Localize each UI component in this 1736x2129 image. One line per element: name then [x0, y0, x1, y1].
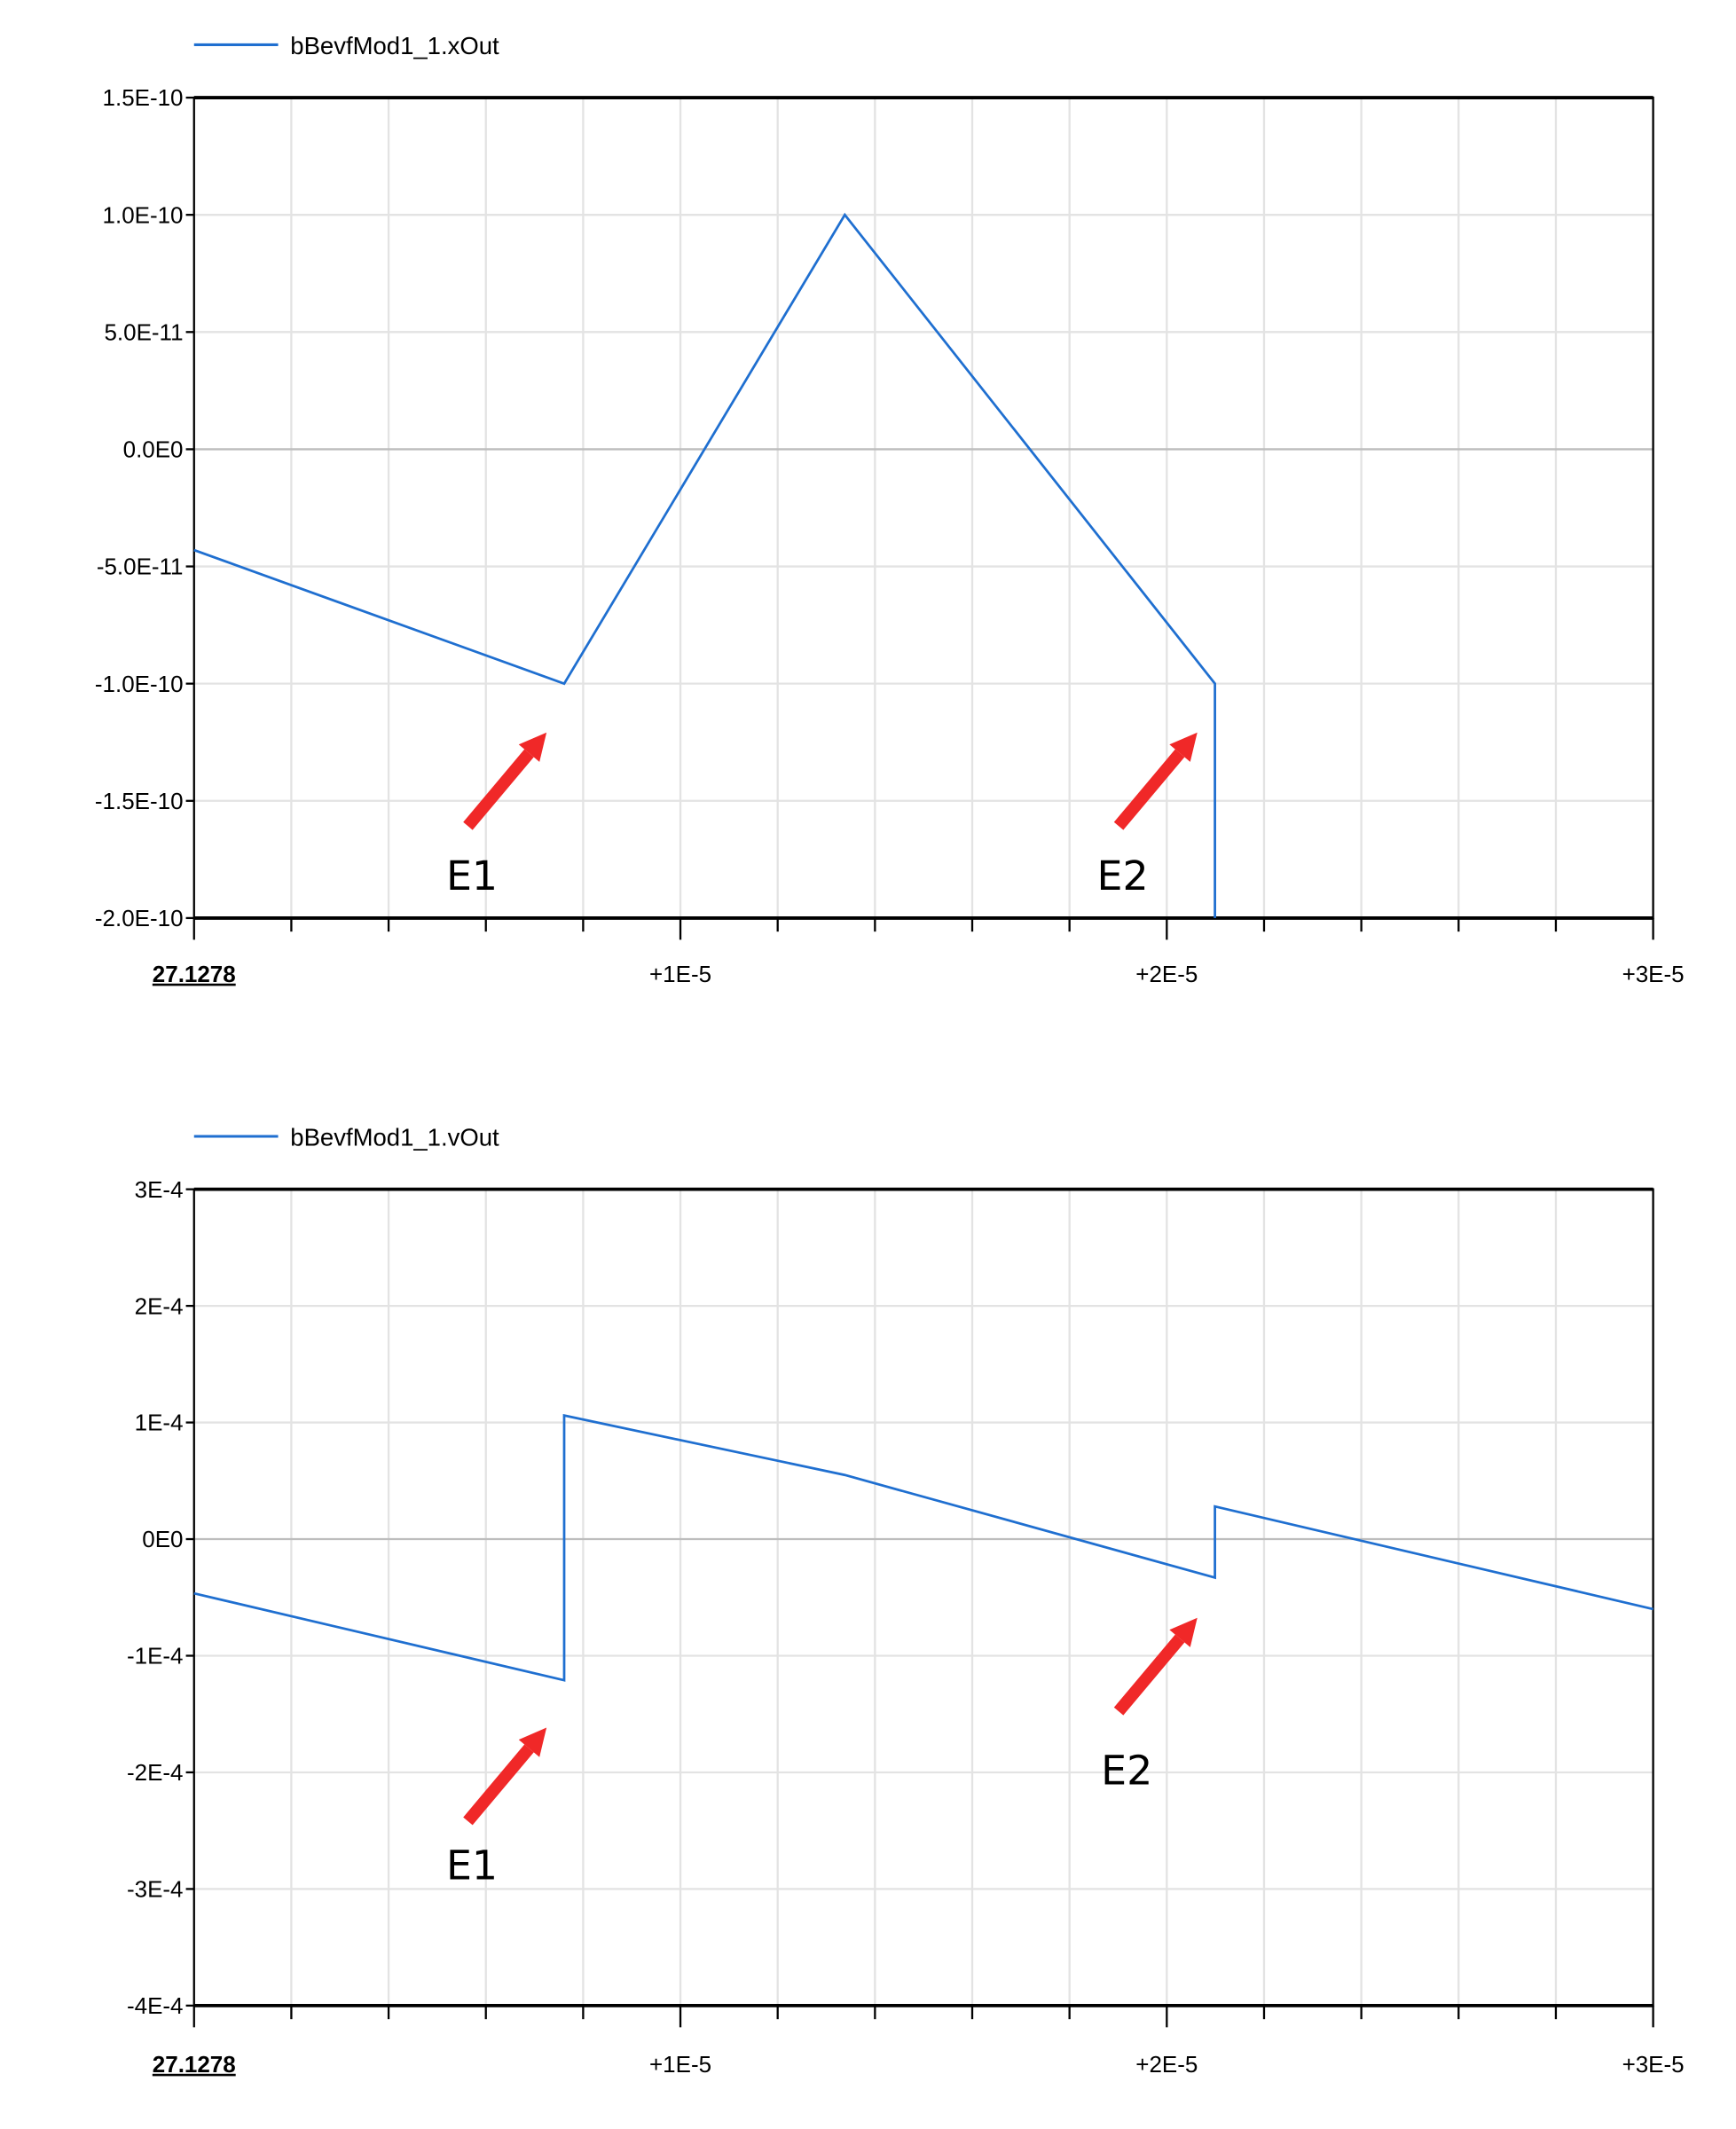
arrow-head-icon: [518, 1727, 547, 1757]
arrow-head-icon: [1169, 1617, 1198, 1647]
y-tick-label: -1E-4: [127, 1643, 184, 1669]
plot-frame: [192, 1188, 1654, 2007]
annotation-label: E1: [446, 852, 498, 900]
annotation-arrow: [463, 1744, 534, 1826]
x-tick-label: +2E-5: [1135, 2051, 1198, 2078]
chart-1: 1.5E-10 1.0E-10 5.0E-11 0.0E0 -5.0E-11 -1.0E-…: [95, 32, 1685, 987]
series-line: [193, 1413, 1654, 1682]
y-tick-label: 0E0: [142, 1526, 183, 1552]
annotation-arrow: [1113, 1634, 1185, 1716]
y-tick-label: 1.5E-10: [103, 84, 184, 111]
x-tick-label: +3E-5: [1622, 961, 1685, 987]
y-tick-label: -4E-4: [127, 1992, 184, 2019]
y-tick-label: 1.0E-10: [103, 201, 184, 228]
annotation-arrow: [1113, 749, 1185, 830]
annotation-label: E2: [1097, 852, 1149, 900]
x-tick-label: +1E-5: [649, 961, 711, 987]
y-tick-label: -1.5E-10: [95, 788, 184, 814]
y-tick-label: 5.0E-11: [104, 318, 183, 345]
y-tick-label: -1.0E-10: [95, 671, 184, 697]
annotation-label: E1: [446, 1842, 498, 1889]
x-tick-label: +1E-5: [649, 2051, 711, 2078]
y-tick-label: 3E-4: [135, 1176, 184, 1203]
legend-label: bBevfMod1_1.vOut: [290, 1124, 499, 1151]
arrow-head-icon: [518, 732, 547, 762]
x-tick-label: +3E-5: [1622, 2051, 1685, 2078]
y-tick-label: 0.0E0: [123, 436, 184, 463]
annotation-label: E2: [1101, 1747, 1152, 1795]
y-tick-label: -3E-4: [127, 1876, 184, 1903]
y-tick-label: 2E-4: [135, 1292, 184, 1319]
y-tick-label: 1E-4: [135, 1410, 184, 1436]
plot-frame: [192, 96, 1654, 920]
y-tick-label: -2.0E-10: [95, 905, 184, 931]
y-tick-label: -5.0E-11: [97, 554, 184, 580]
chart-2: 3E-4 2E-4 1E-4 0E0 -1E-4 -2E-4 -3E-4 -4E-4 27.12…: [127, 1124, 1685, 2078]
annotation-arrow: [463, 749, 534, 830]
legend-label: bBevfMod1_1.xOut: [290, 32, 499, 59]
arrow-head-icon: [1169, 732, 1198, 762]
x-tick-label: +2E-5: [1135, 961, 1198, 987]
x-origin-label: 27.1278: [153, 961, 236, 987]
y-tick-label: -2E-4: [127, 1759, 184, 1786]
x-origin-label: 27.1278: [153, 2051, 236, 2078]
